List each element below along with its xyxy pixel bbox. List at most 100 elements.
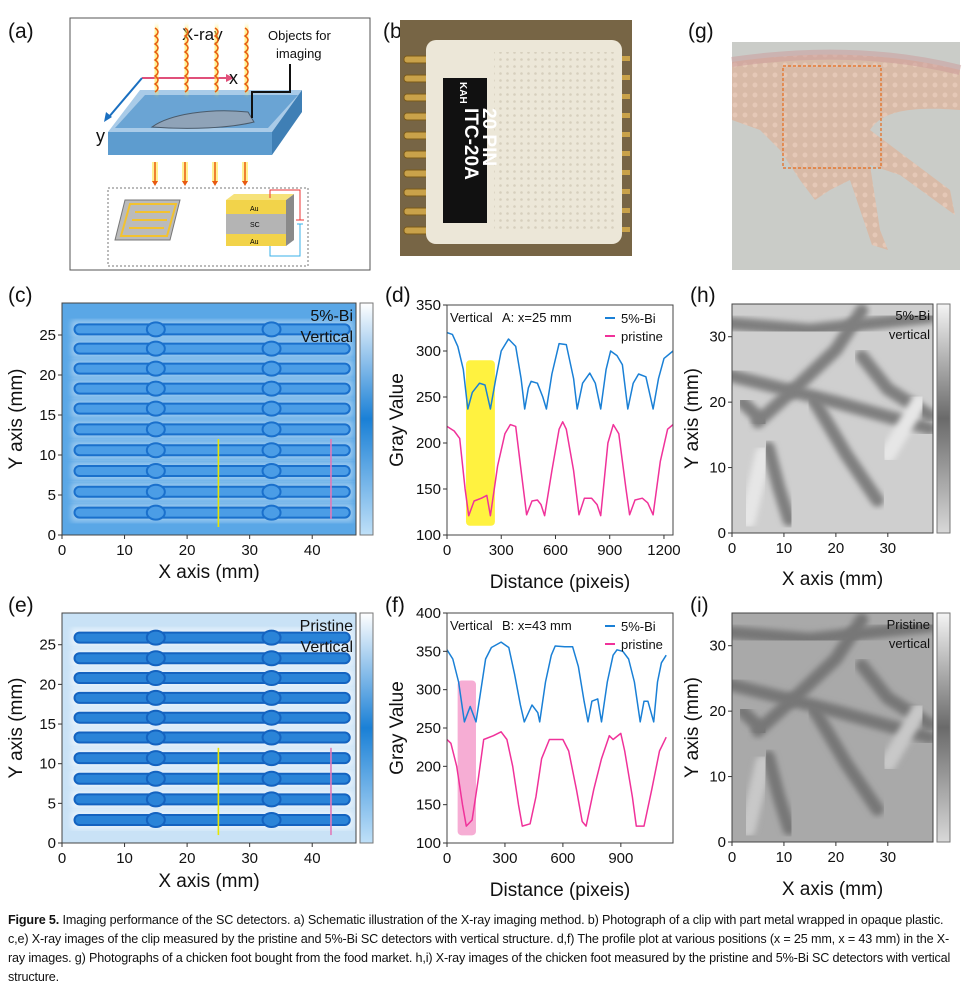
metal-strip <box>73 814 351 826</box>
y-tick-label: 100 <box>416 527 441 544</box>
series-line-pristine <box>447 731 667 827</box>
y-axis-title: Gray Value <box>387 681 408 775</box>
soft-tissue <box>739 446 772 528</box>
y-tick-label: 300 <box>416 682 441 699</box>
y-axis-title: Y axis (mm) <box>6 678 27 779</box>
x-axis-title: Distance (pixeis) <box>490 880 630 901</box>
strip-bulge <box>261 791 282 808</box>
pin-right <box>616 132 630 137</box>
panel-label-g: (g) <box>688 20 714 43</box>
image-annotation: Pristine <box>887 617 930 632</box>
y-tick-label: 250 <box>416 389 441 406</box>
y-tick-label: 0 <box>718 525 726 542</box>
plot-area <box>447 641 667 836</box>
objects-label-1: Objects for <box>268 28 332 43</box>
y-tick-label: 0 <box>48 835 56 852</box>
bone-shadow <box>732 369 933 435</box>
y-tick-label: 20 <box>709 394 726 411</box>
y-tick-label: 10 <box>39 447 56 464</box>
chicken-foot-photo <box>731 42 962 270</box>
strip-bulge <box>145 463 166 479</box>
x-tick-label: 10 <box>776 540 793 557</box>
image-annotation: vertical <box>889 636 930 651</box>
y-tick-label: 10 <box>709 769 726 786</box>
strip-bulge <box>261 750 282 767</box>
panel-label-e: (e) <box>8 594 34 617</box>
x-tick-label: 300 <box>492 850 517 867</box>
y-tick-label: 0 <box>718 834 726 851</box>
y-tick-label: 5 <box>48 487 56 504</box>
strip-bulge <box>261 670 282 687</box>
x-axis-label: x <box>229 68 238 88</box>
arrow-head-icon <box>242 181 248 186</box>
y-tick-label: 20 <box>39 676 56 693</box>
y-axis-title: Y axis (mm) <box>6 369 27 470</box>
y-axis-label: y <box>96 126 105 146</box>
colorbar <box>359 302 374 536</box>
x-tick-label: 30 <box>879 849 896 866</box>
pin-right <box>616 151 630 156</box>
x-tick-label: 0 <box>443 542 451 559</box>
bone-shadow <box>735 704 770 738</box>
xray-wave-icon <box>153 27 159 93</box>
strip-bulge <box>261 321 282 338</box>
layer-stack-icon: Au SC Au <box>226 189 304 257</box>
colorbar <box>359 612 374 844</box>
y-axis-arrow <box>107 77 143 119</box>
x-tick-label: 10 <box>116 542 133 559</box>
strip-bulge <box>145 791 166 808</box>
pin-right <box>616 189 630 194</box>
annotation-orientation: Vertical <box>450 310 493 325</box>
y-tick-label: 20 <box>709 703 726 720</box>
panel-label-a: (a) <box>8 20 34 43</box>
metal-strip <box>73 444 351 457</box>
strip-bulge <box>145 812 166 828</box>
chart-f: 5%-Bi pristine Vertical B: x=43 mm 0 300 600 90… <box>387 605 674 901</box>
plot-frame <box>61 612 357 844</box>
strip-bulge <box>145 689 166 706</box>
x-tick-label: 30 <box>879 540 896 557</box>
strip-bulge <box>261 709 282 726</box>
legend-label: pristine <box>621 637 663 652</box>
image-annotation: Vertical <box>301 639 353 656</box>
strip-bulge <box>145 770 166 787</box>
y-tick-label: 5 <box>48 795 56 812</box>
metal-strip <box>73 382 351 395</box>
x-axis-title: Distance (pixeis) <box>490 572 630 593</box>
plot-frame <box>731 303 934 534</box>
chart-c: 5%-Bi Vertical 0 10 20 30 40 0 5 10 15 20 25 X axis (… <box>6 302 374 583</box>
metal-strip <box>73 402 351 415</box>
strip-bulge <box>145 670 166 687</box>
detector-inset <box>107 187 309 267</box>
svg-text:20 PIN: 20 PIN <box>478 108 499 166</box>
x-tick-label: 600 <box>550 850 575 867</box>
series-line-5bi <box>447 641 667 723</box>
y-tick-label: 30 <box>709 329 726 346</box>
objects-label-2: imaging <box>276 46 322 61</box>
panel-label-i: (i) <box>690 594 709 617</box>
strip-bulge <box>145 504 166 521</box>
plot-frame <box>61 302 357 536</box>
plot-frame <box>731 612 934 843</box>
y-tick-label: 250 <box>416 720 441 737</box>
image-annotation: vertical <box>889 327 930 342</box>
strip-bulge <box>145 750 166 767</box>
plot-area <box>62 303 356 535</box>
x-tick-label: 40 <box>304 542 321 559</box>
strip-bulge <box>145 729 166 746</box>
xray-wave-icon <box>183 27 189 93</box>
x-tick-label: 300 <box>489 542 514 559</box>
plot-area <box>62 613 356 843</box>
metal-strip <box>73 711 351 724</box>
clip-photo: KAH ITC-20A 20 PIN <box>400 20 632 256</box>
metal-strip <box>73 506 351 519</box>
chart-i: Pristine vertical 0 10 20 30 0 10 20 30 X axis (mm… <box>682 612 951 900</box>
metal-strip <box>73 772 351 785</box>
y-tick-label: 150 <box>416 481 441 498</box>
bone-shadow <box>808 395 884 507</box>
annotation-position: A: x=25 mm <box>502 310 572 325</box>
x-axis-title: X axis (mm) <box>158 871 259 892</box>
y-axis-title: Y axis (mm) <box>682 677 703 778</box>
chart-d: 5%-Bi pristine Vertical A: x=25 mm 0 300 600 90… <box>387 297 681 593</box>
metal-strip <box>73 465 351 477</box>
